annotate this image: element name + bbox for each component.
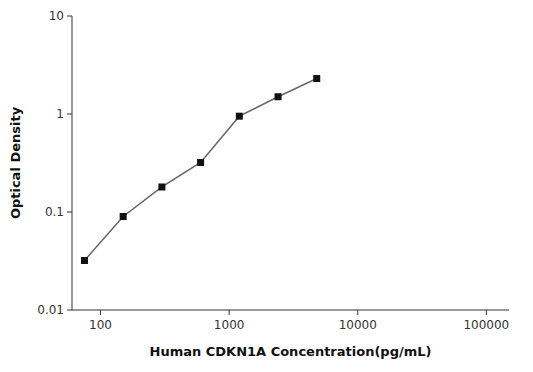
x-tick bbox=[357, 310, 358, 315]
data-line bbox=[84, 79, 316, 261]
y-tick bbox=[67, 16, 72, 17]
data-point bbox=[197, 159, 204, 166]
data-point bbox=[275, 93, 282, 100]
plot-area bbox=[81, 75, 320, 264]
x-tick bbox=[486, 310, 487, 315]
x-axis-label: Human CDKN1A Concentration(pg/mL) bbox=[150, 344, 432, 359]
y-axis-line bbox=[72, 16, 73, 310]
x-tick-label: 1000 bbox=[214, 318, 245, 332]
data-point bbox=[236, 113, 243, 120]
y-axis-label: Optical Density bbox=[8, 106, 23, 219]
y-tick-label: 1 bbox=[56, 107, 64, 121]
y-tick-label: 10 bbox=[49, 9, 64, 23]
x-tick-label: 100000 bbox=[463, 318, 509, 332]
chart-container: 100 1000 10000 100000 0.01 0.1 1 10 Human CDKN1A… bbox=[0, 0, 533, 372]
chart-svg: 100 1000 10000 100000 0.01 0.1 1 10 Human CDKN1A… bbox=[0, 0, 533, 372]
data-point bbox=[81, 257, 88, 264]
x-tick bbox=[229, 310, 230, 315]
data-point bbox=[158, 183, 165, 190]
y-tick-label: 0.1 bbox=[45, 205, 64, 219]
y-tick bbox=[67, 310, 72, 311]
x-axis-line bbox=[72, 310, 509, 311]
y-tick bbox=[67, 212, 72, 213]
y-tick bbox=[67, 114, 72, 115]
data-point bbox=[313, 75, 320, 82]
y-tick-label: 0.01 bbox=[37, 303, 64, 317]
x-tick-label: 100 bbox=[89, 318, 112, 332]
x-tick bbox=[100, 310, 101, 315]
data-point bbox=[120, 213, 127, 220]
x-tick-label: 10000 bbox=[339, 318, 377, 332]
